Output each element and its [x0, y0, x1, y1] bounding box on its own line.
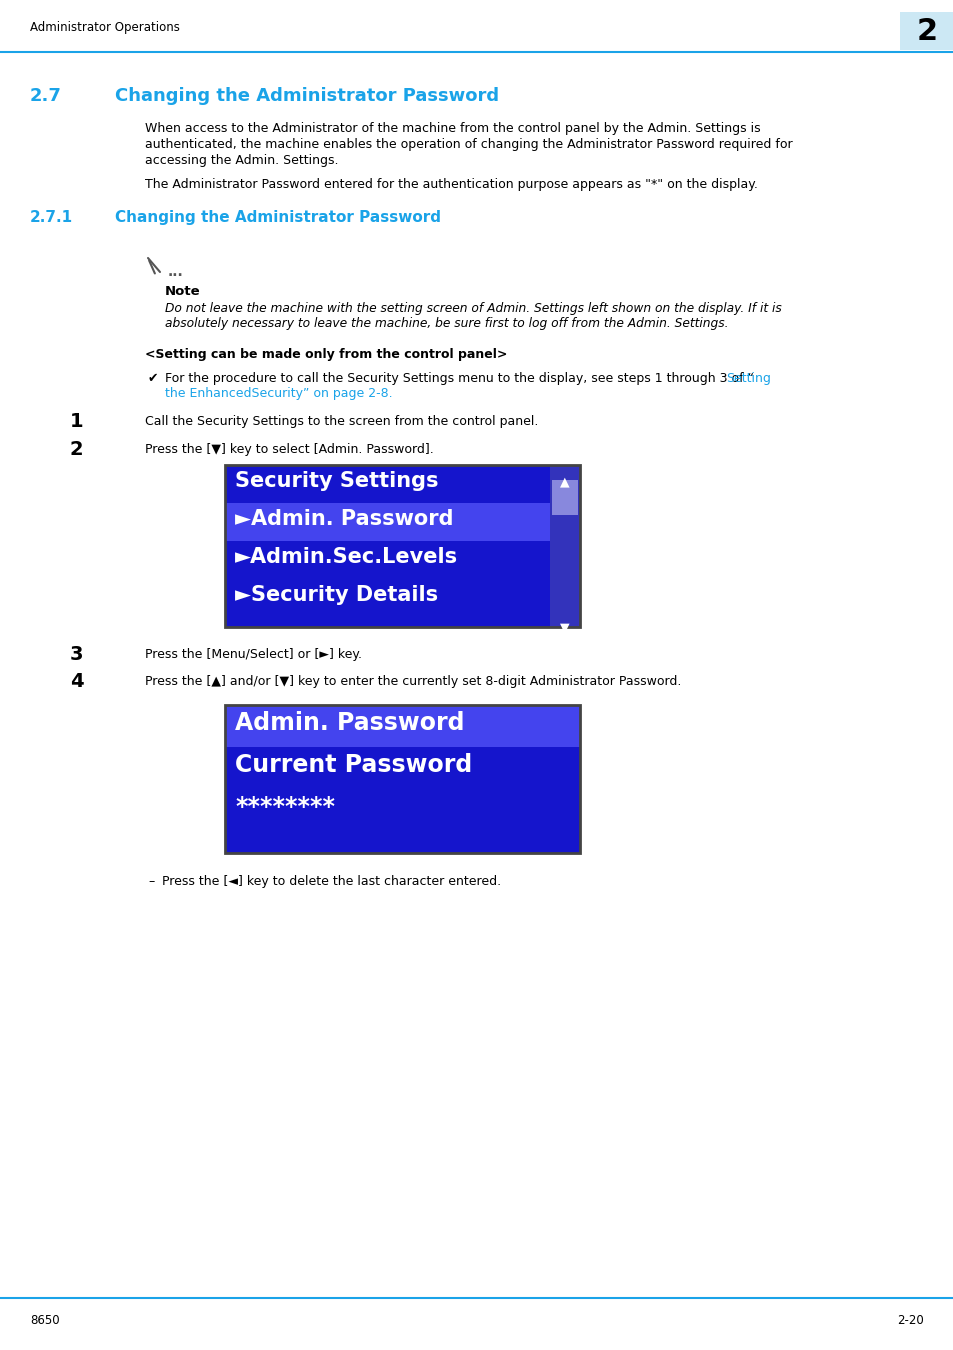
Text: ...: ... [168, 265, 184, 279]
Text: Security Settings: Security Settings [234, 471, 438, 491]
Text: Press the [Menu/Select] or [►] key.: Press the [Menu/Select] or [►] key. [145, 648, 361, 662]
Text: the EnhancedSecurity” on page 2-8.: the EnhancedSecurity” on page 2-8. [165, 387, 393, 400]
Text: For the procedure to call the Security Settings menu to the display, see steps 1: For the procedure to call the Security S… [165, 373, 753, 385]
Text: <Setting can be made only from the control panel>: <Setting can be made only from the contr… [145, 348, 507, 360]
Text: ►Security Details: ►Security Details [234, 585, 437, 605]
Text: ►Admin.Sec.Levels: ►Admin.Sec.Levels [234, 547, 457, 567]
Bar [225, 464, 579, 626]
Text: –: – [148, 875, 154, 888]
Text: 2.7.1: 2.7.1 [30, 211, 73, 225]
Text: 2.7: 2.7 [30, 86, 62, 105]
Bar [225, 705, 579, 853]
Bar [225, 705, 579, 853]
Text: 4: 4 [70, 672, 84, 691]
Bar [225, 464, 579, 626]
Text: 3: 3 [70, 645, 84, 664]
Bar [225, 705, 579, 747]
Text: ********: ******** [234, 795, 335, 819]
Bar [225, 504, 550, 541]
Text: authenticated, the machine enables the operation of changing the Administrator P: authenticated, the machine enables the o… [145, 138, 792, 151]
Bar [550, 464, 579, 626]
Text: ▲: ▲ [559, 475, 569, 487]
Text: Admin. Password: Admin. Password [234, 711, 464, 734]
Text: Press the [◄] key to delete the last character entered.: Press the [◄] key to delete the last cha… [162, 875, 500, 888]
Text: When access to the Administrator of the machine from the control panel by the Ad: When access to the Administrator of the … [145, 122, 760, 135]
Text: The Administrator Password entered for the authentication purpose appears as "*": The Administrator Password entered for t… [145, 178, 757, 190]
Text: 1: 1 [70, 412, 84, 431]
Text: Note: Note [165, 285, 200, 298]
Text: Current Password: Current Password [234, 753, 472, 778]
Text: ▼: ▼ [559, 621, 569, 634]
Text: ►Admin. Password: ►Admin. Password [234, 509, 453, 529]
Bar [552, 481, 578, 514]
Text: Press the [▼] key to select [Admin. Password].: Press the [▼] key to select [Admin. Pass… [145, 443, 434, 456]
Bar [899, 12, 953, 50]
Text: Administrator Operations: Administrator Operations [30, 22, 180, 35]
Text: 8650: 8650 [30, 1314, 59, 1327]
Text: 2: 2 [70, 440, 84, 459]
Text: Setting: Setting [725, 373, 770, 385]
Text: Do not leave the machine with the setting screen of Admin. Settings left shown o: Do not leave the machine with the settin… [165, 302, 781, 315]
Text: 2-20: 2-20 [897, 1314, 923, 1327]
Text: accessing the Admin. Settings.: accessing the Admin. Settings. [145, 154, 338, 167]
Text: ✔: ✔ [148, 373, 158, 385]
Text: Changing the Administrator Password: Changing the Administrator Password [115, 86, 498, 105]
Text: Changing the Administrator Password: Changing the Administrator Password [115, 211, 440, 225]
Text: Call the Security Settings to the screen from the control panel.: Call the Security Settings to the screen… [145, 414, 537, 428]
Text: 2: 2 [916, 16, 937, 46]
Text: Press the [▲] and/or [▼] key to enter the currently set 8-digit Administrator Pa: Press the [▲] and/or [▼] key to enter th… [145, 675, 680, 688]
Text: absolutely necessary to leave the machine, be sure first to log off from the Adm: absolutely necessary to leave the machin… [165, 317, 728, 329]
